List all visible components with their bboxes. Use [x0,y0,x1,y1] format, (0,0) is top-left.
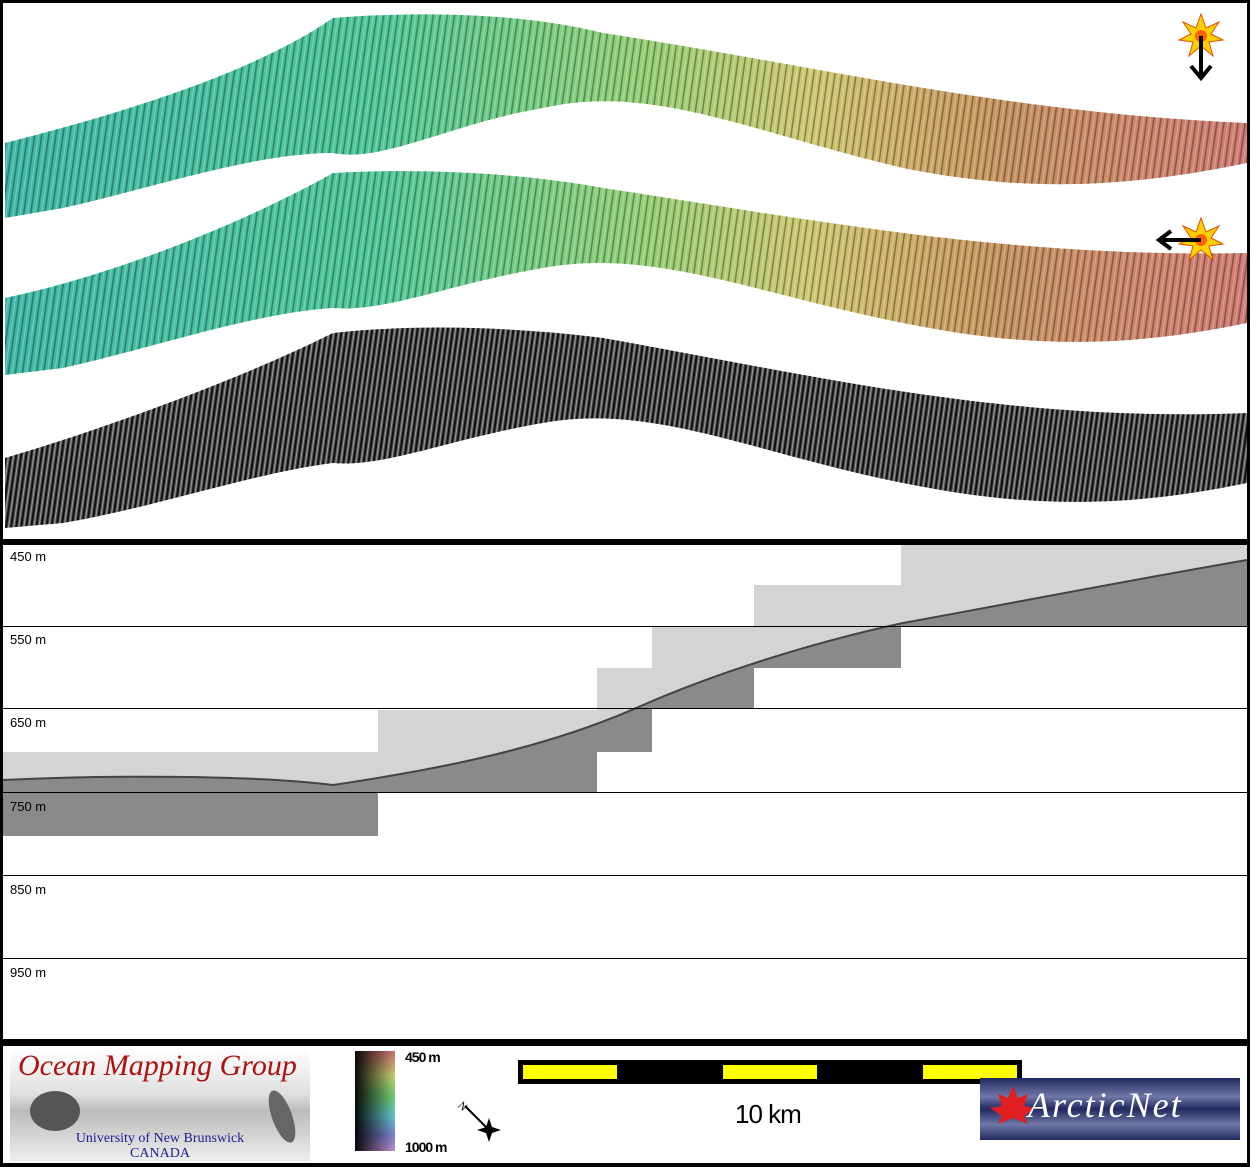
depth-label: 650 m [10,715,47,730]
depth-label: 450 m [10,549,47,564]
scale-bar [518,1060,1022,1084]
arcticnet-text: ArcticNet [1028,1085,1183,1125]
sub-bottom [3,560,1247,836]
bathymetry-strips [5,12,1247,528]
depth-colorbar [355,1051,395,1151]
scale-bar-segment [723,1065,817,1079]
colorbar-top-label: 450 m [405,1049,441,1065]
north-label: N [455,1100,469,1114]
scale-bar-segment [523,1065,617,1079]
strip-illuminated-horizontal [5,171,1247,375]
logo-country: CANADA [130,1146,190,1161]
maple-leaf-icon [990,1086,1036,1124]
sun-icon [1155,216,1225,262]
ocean-mapping-group-logo: Ocean Mapping Group University of New Br… [10,1049,310,1161]
arcticnet-logo: ArcticNet [980,1078,1240,1140]
strip-illuminated-vertical [5,14,1247,219]
logo-subtitle: University of New Brunswick [75,1131,245,1146]
colorbar-bottom-label: 1000 m [405,1139,447,1155]
sonar-ship-icon [30,1091,80,1131]
depth-label: 750 m [10,799,47,814]
depth-profile-panel: 450 m 550 m 650 m 750 m 850 m 950 m [3,545,1247,1039]
seafloor-profile [3,545,1247,836]
north-arrow-icon: N [455,1100,501,1142]
seafloor-line [3,559,1247,787]
depth-label: 950 m [10,965,47,980]
strip-backscatter [5,327,1247,528]
depth-label: 550 m [10,632,47,647]
sun-icon [1177,12,1225,82]
scale-bar-segment [923,1065,1017,1079]
scale-bar-label: 10 km [735,1099,802,1129]
logo-title: Ocean Mapping Group [18,1049,297,1082]
bathymetry-maps-panel [3,3,1247,539]
depth-label: 850 m [10,882,47,897]
legend-panel: Ocean Mapping Group University of New Br… [3,1046,1247,1163]
